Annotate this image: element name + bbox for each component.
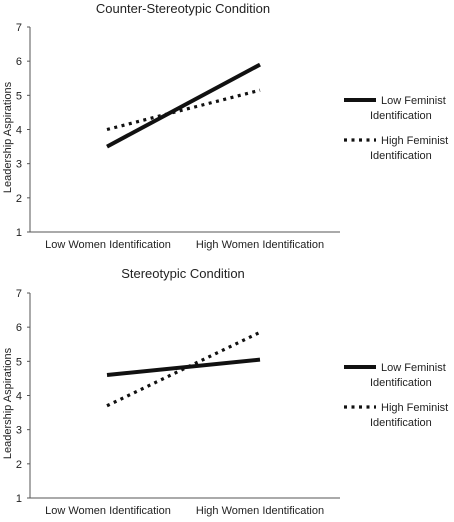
panel-1-y-tick-label: 7: [16, 22, 22, 34]
panel-1-legend-label-1-line1: Low Feminist: [381, 95, 446, 107]
panel-2-series-line-1: [106, 357, 261, 377]
panel-2-x-category-label: High Women Identification: [196, 505, 324, 517]
panel-2-y-axis-label: Leadership Aspirations: [2, 347, 14, 459]
panel-2-y-tick-label: 6: [16, 322, 22, 334]
panel-1-y-tick-label: 3: [16, 159, 22, 171]
panel-1-y-tick-label: 2: [16, 193, 22, 205]
panel-2-y-tick-label: 5: [16, 356, 22, 368]
panel-2-y-tick-label: 7: [16, 288, 22, 300]
panel-1-y-tick-label: 4: [16, 125, 22, 137]
panel-2-y-tick-label: 1: [16, 493, 22, 505]
panel-2-y-tick-label: 2: [16, 459, 22, 471]
panel-2-legend-label-2-line2: Identification: [370, 417, 432, 429]
panel-1-x-category-label: Low Women Identification: [45, 239, 171, 251]
panel-1-legend-label-2-line2: Identification: [370, 150, 432, 162]
panel-2-legend-label-1-line2: Identification: [370, 377, 432, 389]
panel-2-legend-label-2-line1: High Feminist: [381, 402, 448, 414]
panel-1-x-category-label: High Women Identification: [196, 239, 324, 251]
panel-2-y-tick-label: 3: [16, 425, 22, 437]
panel-1-series-line-1: [106, 62, 261, 149]
panel-1-chart-title: Counter-Stereotypic Condition: [96, 1, 270, 16]
panel-2-y-tick-label: 4: [16, 391, 22, 403]
panel-1-y-tick-label: 6: [16, 56, 22, 68]
panel-2-legend-label-1-line1: Low Feminist: [381, 362, 446, 374]
panel-1-y-axis-label: Leadership Aspirations: [2, 81, 14, 193]
panel-1-series-line-2: [106, 88, 261, 132]
panel-2-series-line-2: [106, 330, 261, 408]
panel-2-x-category-label: Low Women Identification: [45, 505, 171, 517]
panel-1-legend-label-1-line2: Identification: [370, 110, 432, 122]
panel-2-chart-title: Stereotypic Condition: [121, 266, 245, 281]
panel-1-y-tick-label: 5: [16, 90, 22, 102]
panel-1-y-tick-label: 1: [16, 227, 22, 239]
panel-1-legend-label-2-line1: High Feminist: [381, 135, 448, 147]
